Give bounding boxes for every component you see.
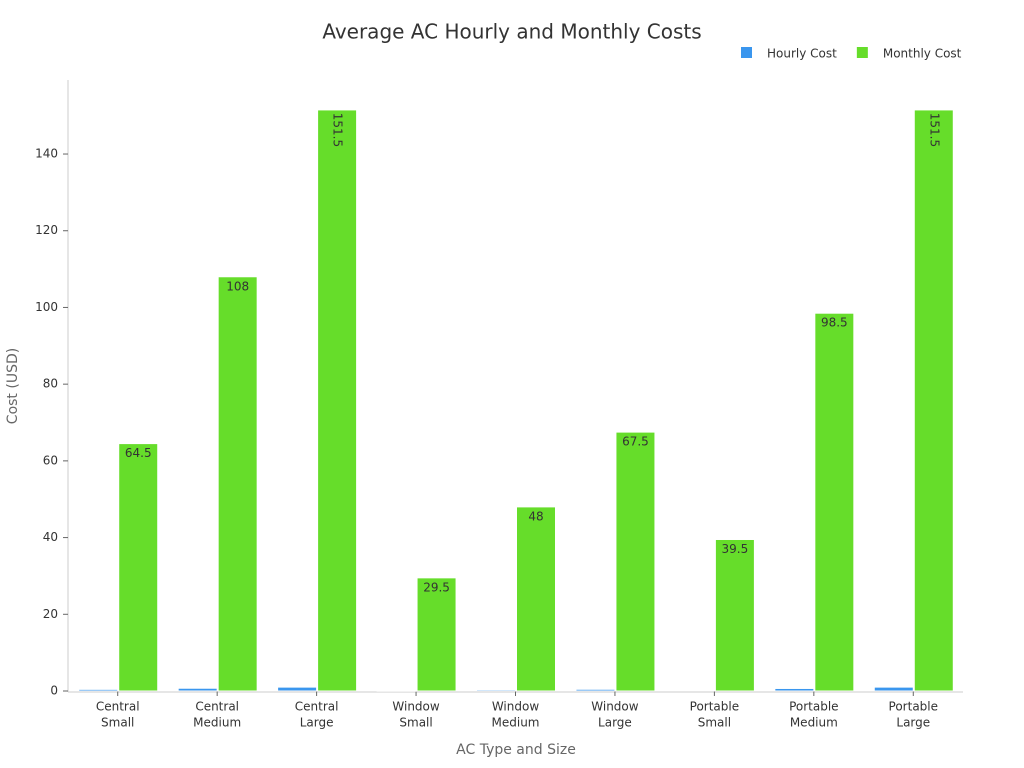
bar — [476, 689, 516, 692]
data-label: 67.5 — [622, 435, 649, 449]
data-label: 151.5 — [331, 113, 345, 147]
x-tick-label: Central — [195, 700, 239, 714]
bar — [516, 506, 556, 692]
x-tick-label: Small — [698, 716, 731, 730]
bar — [177, 687, 218, 692]
bar — [913, 109, 954, 692]
bar — [774, 687, 815, 692]
y-tick-label: 40 — [43, 530, 58, 544]
y-tick-label: 140 — [35, 147, 58, 161]
y-tick-label: 20 — [43, 607, 58, 621]
y-tick-label: 120 — [35, 223, 58, 237]
x-tick-label: Central — [295, 700, 339, 714]
x-tick-label: Large — [300, 716, 334, 730]
x-tick-label: Window — [492, 700, 540, 714]
bar — [814, 312, 855, 692]
bar — [714, 538, 755, 692]
data-label: 39.5 — [722, 542, 749, 556]
bar — [118, 443, 159, 692]
bar — [674, 689, 715, 692]
x-axis-title: AC Type and Size — [456, 742, 576, 758]
x-tick-label: Medium — [790, 716, 838, 730]
data-label: 64.5 — [125, 446, 152, 460]
bar — [217, 276, 258, 692]
x-tick-label: Large — [896, 716, 930, 730]
chart-title: Average AC Hourly and Monthly Costs — [322, 20, 701, 44]
data-label: 98.5 — [821, 316, 848, 330]
data-label: 151.5 — [927, 113, 941, 147]
bar — [575, 688, 616, 692]
bar — [615, 431, 656, 692]
x-tick-label: Medium — [193, 716, 241, 730]
data-label: 108 — [226, 279, 249, 293]
y-axis-title: Cost (USD) — [5, 348, 21, 424]
x-tick-label: Portable — [789, 700, 838, 714]
data-label: 48 — [528, 509, 543, 523]
legend-swatch — [856, 47, 868, 58]
x-tick-label: Medium — [492, 716, 540, 730]
bar — [78, 688, 119, 692]
bar — [317, 109, 358, 692]
legend-label: Monthly Cost — [883, 47, 962, 61]
bar — [416, 577, 457, 692]
legend-swatch — [741, 47, 752, 58]
bar — [277, 686, 318, 692]
y-tick-label: 0 — [50, 684, 58, 698]
y-tick-label: 60 — [43, 453, 58, 467]
legend-label: Hourly Cost — [767, 47, 837, 61]
y-tick-label: 100 — [35, 300, 58, 314]
x-tick-label: Window — [591, 700, 639, 714]
y-tick-label: 80 — [43, 377, 58, 391]
bar — [873, 686, 914, 692]
x-tick-label: Window — [392, 700, 440, 714]
x-tick-label: Small — [101, 716, 134, 730]
bar — [376, 689, 417, 692]
x-tick-label: Small — [399, 716, 432, 730]
x-tick-label: Central — [96, 700, 140, 714]
x-tick-label: Portable — [690, 700, 739, 714]
x-tick-label: Large — [598, 716, 632, 730]
x-tick-label: Portable — [889, 700, 938, 714]
data-label: 29.5 — [423, 580, 450, 594]
